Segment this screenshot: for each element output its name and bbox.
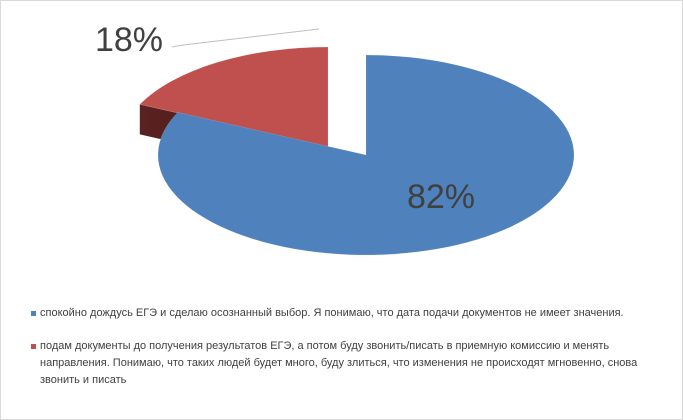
legend-marker-blue (31, 311, 36, 316)
data-label-1: 82% (407, 178, 475, 216)
pie-chart: 82% 18% (95, 21, 575, 256)
data-label-2: 18% (95, 21, 163, 59)
legend-marker-red (31, 344, 36, 349)
legend-text-2: подам документы до получения результатов… (40, 340, 638, 386)
legend-item-2: подам документы до получения результатов… (31, 338, 661, 389)
pie-slice-1 (157, 54, 575, 256)
leader-line (171, 28, 320, 48)
slice-top (139, 46, 329, 148)
legend: спокойно дождусь ЕГЭ и сделаю осознанный… (31, 305, 661, 389)
slice-top (157, 54, 575, 256)
legend-text-1: спокойно дождусь ЕГЭ и сделаю осознанный… (40, 307, 624, 319)
legend-item-1: спокойно дождусь ЕГЭ и сделаю осознанный… (31, 305, 661, 322)
